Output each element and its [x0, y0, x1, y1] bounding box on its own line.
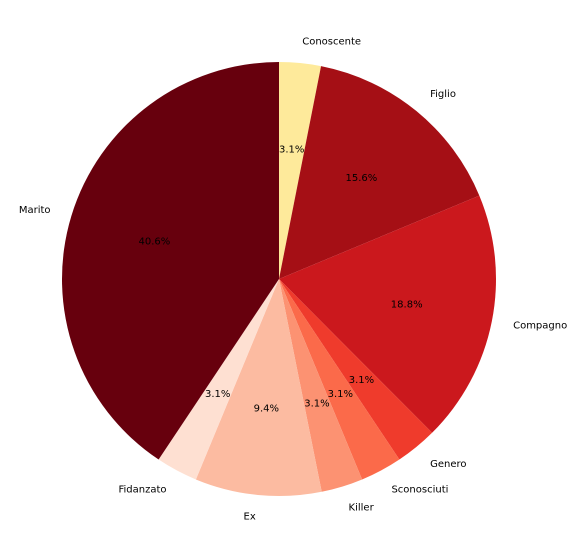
slice-label: Sconosciuti — [391, 485, 448, 496]
pie-slice — [279, 66, 480, 280]
percent-label: 18.8% — [391, 299, 423, 310]
pie-slice — [279, 279, 433, 460]
pie-slice — [279, 279, 400, 480]
pie-slice — [61, 62, 279, 460]
slice-label: Ex — [244, 512, 256, 523]
slice-label: Marito — [19, 205, 51, 216]
pie-slice — [279, 195, 497, 433]
slice-label: Genero — [430, 459, 466, 470]
percent-label: 15.6% — [346, 173, 378, 184]
percent-label: 3.1% — [205, 389, 230, 400]
slice-label: Killer — [349, 502, 375, 513]
percent-label: 3.1% — [304, 399, 329, 410]
percent-label: 3.1% — [349, 375, 374, 386]
pie-slice — [279, 62, 322, 279]
percent-label: 9.4% — [254, 404, 279, 415]
pie-slice — [158, 279, 279, 480]
percent-label: 3.1% — [328, 389, 353, 400]
slice-label: Compagno — [513, 321, 567, 332]
percent-label: 3.1% — [279, 144, 304, 155]
slice-label: Conoscente — [302, 36, 361, 47]
slice-label: Fidanzato — [118, 485, 166, 496]
pie-slice — [279, 279, 363, 492]
percent-label: 40.6% — [138, 236, 170, 247]
pie-slice — [195, 279, 322, 496]
slice-label: Figlio — [430, 89, 456, 100]
